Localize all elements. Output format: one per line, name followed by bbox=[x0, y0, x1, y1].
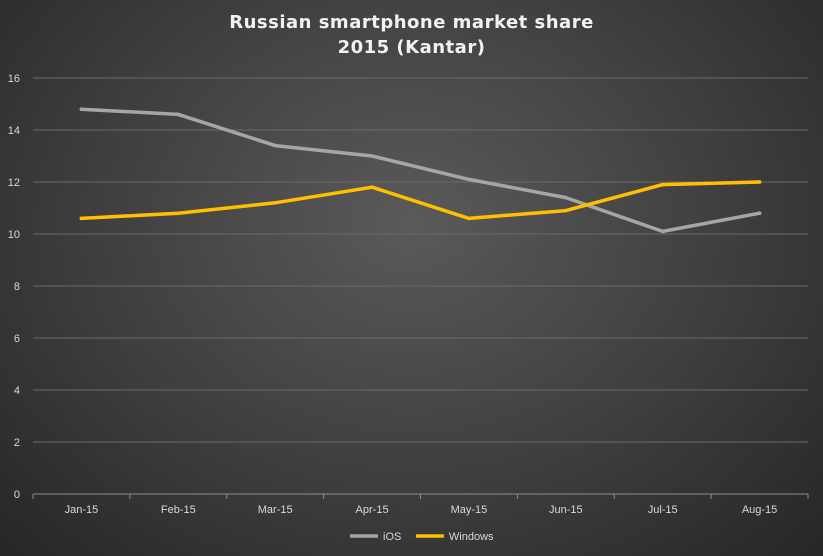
data-point-ios bbox=[79, 107, 84, 111]
data-point-ios bbox=[273, 143, 277, 148]
y-tick-label: 14 bbox=[8, 125, 20, 137]
data-point-windows bbox=[79, 216, 84, 221]
y-tick-label: 16 bbox=[8, 73, 20, 85]
data-point-ios bbox=[370, 154, 374, 158]
y-tick-label: 10 bbox=[8, 229, 20, 241]
data-point-windows bbox=[176, 211, 181, 215]
data-point-ios bbox=[467, 177, 471, 182]
x-tick-label: Aug-15 bbox=[742, 504, 777, 516]
x-tick-label: Mar-15 bbox=[258, 504, 293, 516]
data-point-windows bbox=[757, 180, 762, 184]
chart-title: Russian smartphone market share bbox=[229, 12, 594, 33]
x-tick-label: May-15 bbox=[451, 504, 488, 516]
data-point-ios bbox=[564, 195, 568, 200]
series-line-windows bbox=[79, 180, 762, 221]
y-tick-label: 8 bbox=[14, 281, 20, 293]
y-tick-label: 0 bbox=[14, 489, 20, 501]
data-point-windows bbox=[660, 182, 665, 187]
chart-subtitle: 2015 (Kantar) bbox=[337, 37, 486, 58]
y-tick-label: 12 bbox=[8, 177, 20, 189]
data-point-ios bbox=[757, 211, 762, 215]
data-point-ios bbox=[176, 112, 181, 117]
legend-label-windows: Windows bbox=[449, 531, 494, 543]
data-point-windows bbox=[564, 208, 568, 213]
x-tick-label: Jul-15 bbox=[648, 504, 678, 516]
x-tick-label: Jun-15 bbox=[549, 504, 583, 516]
data-point-ios bbox=[660, 229, 665, 234]
data-point-windows bbox=[273, 201, 277, 205]
y-tick-label: 6 bbox=[14, 333, 20, 345]
data-point-windows bbox=[370, 185, 374, 189]
x-tick-label: Apr-15 bbox=[356, 504, 389, 516]
legend-label-ios: iOS bbox=[383, 531, 401, 543]
y-tick-label: 2 bbox=[14, 437, 20, 449]
x-tick-label: Jan-15 bbox=[65, 504, 99, 516]
data-point-windows bbox=[467, 216, 471, 221]
series-line-ios bbox=[79, 107, 762, 234]
y-tick-label: 4 bbox=[14, 385, 20, 397]
x-tick-label: Feb-15 bbox=[161, 504, 196, 516]
